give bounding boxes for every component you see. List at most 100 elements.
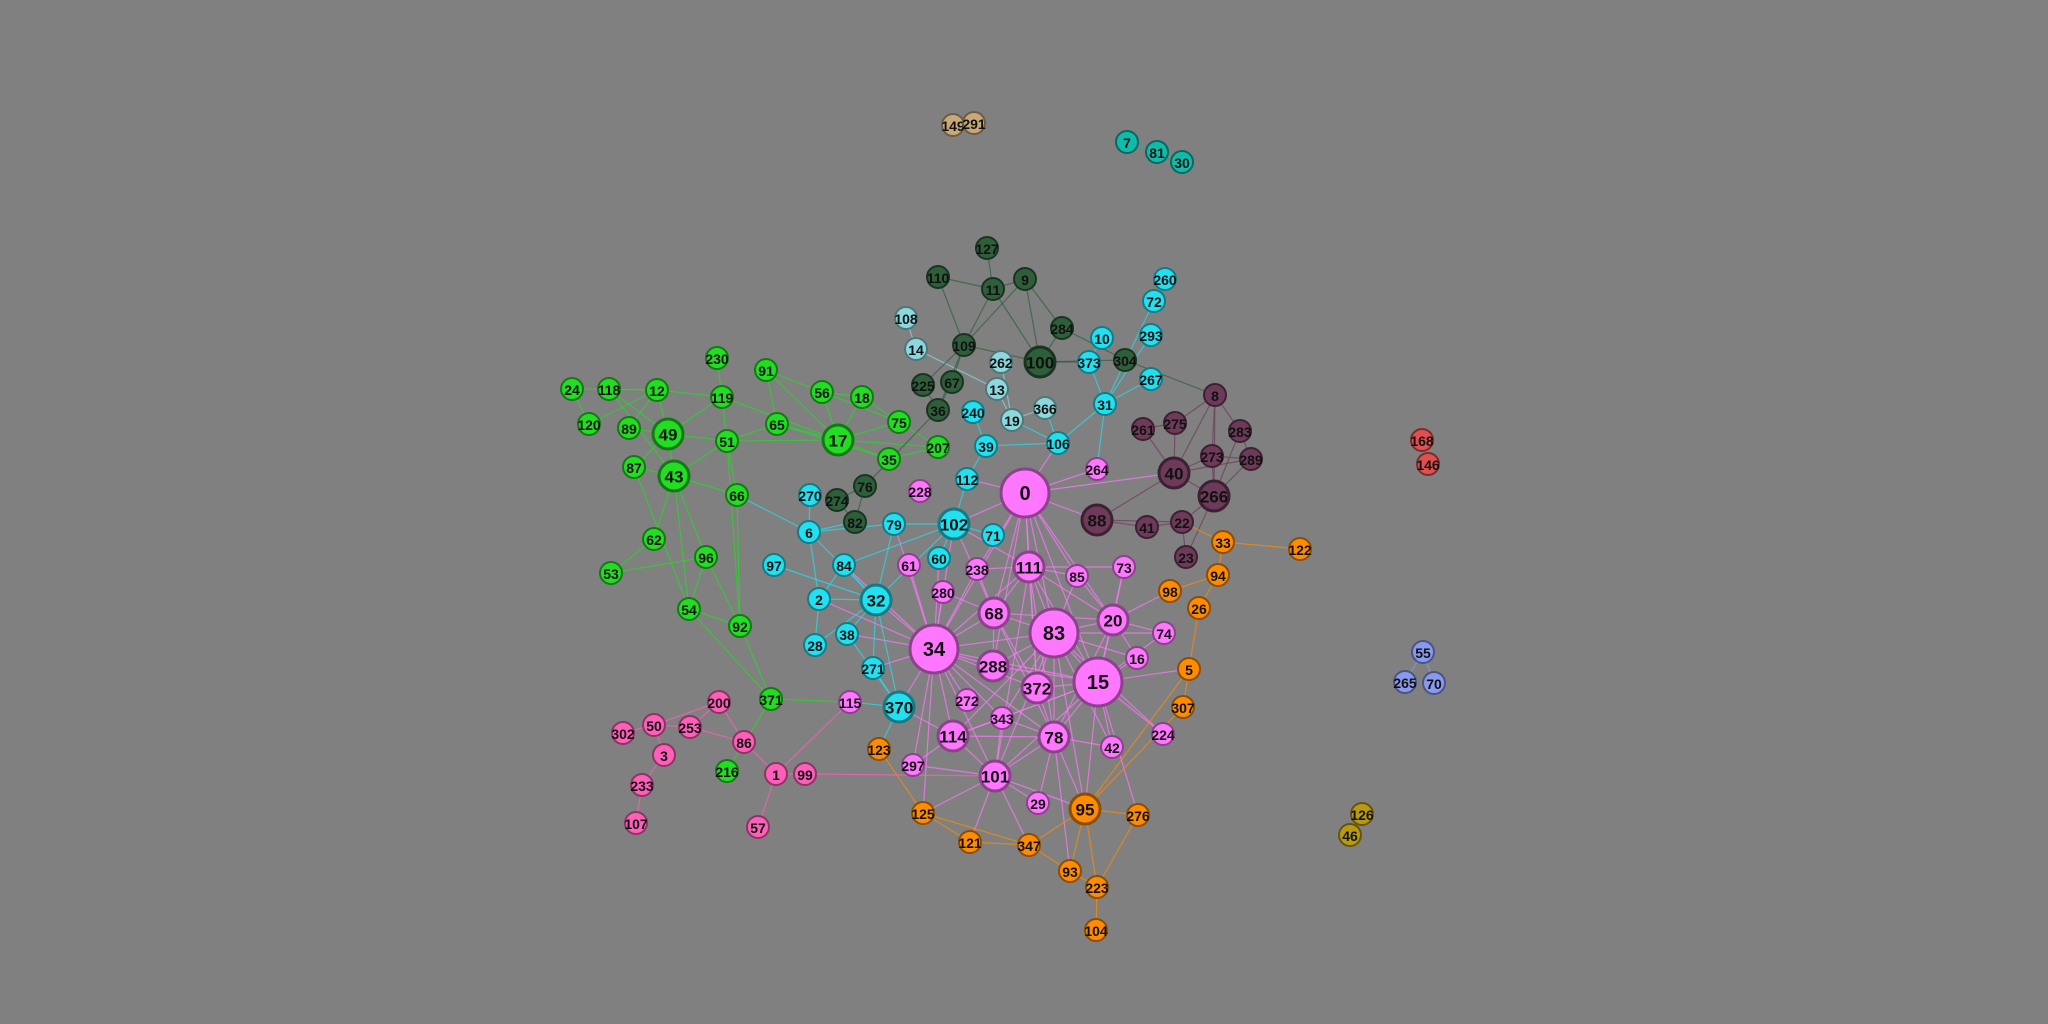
node-225[interactable]: 225 [911,373,935,397]
node-92[interactable]: 92 [728,614,752,638]
node-66[interactable]: 66 [725,483,749,507]
node-17[interactable]: 17 [821,423,855,457]
node-26[interactable]: 26 [1187,596,1211,620]
node-95[interactable]: 95 [1068,792,1102,826]
node-49[interactable]: 49 [651,417,685,451]
node-291[interactable]: 291 [962,111,986,135]
node-73[interactable]: 73 [1112,555,1136,579]
node-111[interactable]: 111 [1012,550,1046,584]
node-260[interactable]: 260 [1153,267,1177,291]
node-86[interactable]: 86 [732,730,756,754]
node-34[interactable]: 34 [908,623,960,675]
node-13[interactable]: 13 [985,377,1009,401]
node-297[interactable]: 297 [901,753,925,777]
node-293[interactable]: 293 [1139,323,1163,347]
node-33[interactable]: 33 [1211,530,1235,554]
node-67[interactable]: 67 [940,370,964,394]
node-274[interactable]: 274 [825,488,849,512]
node-55[interactable]: 55 [1411,640,1435,664]
node-104[interactable]: 104 [1084,918,1108,942]
node-228[interactable]: 228 [908,479,932,503]
node-3[interactable]: 3 [652,743,676,767]
node-275[interactable]: 275 [1163,411,1187,435]
node-70[interactable]: 70 [1422,671,1446,695]
node-7[interactable]: 7 [1115,130,1139,154]
node-24[interactable]: 24 [560,377,584,401]
node-74[interactable]: 74 [1152,621,1176,645]
node-230[interactable]: 230 [705,346,729,370]
node-307[interactable]: 307 [1171,695,1195,719]
node-168[interactable]: 168 [1410,428,1434,452]
node-32[interactable]: 32 [859,583,893,617]
node-75[interactable]: 75 [887,410,911,434]
node-81[interactable]: 81 [1145,140,1169,164]
node-233[interactable]: 233 [630,773,654,797]
node-91[interactable]: 91 [754,358,778,382]
node-53[interactable]: 53 [599,561,623,585]
node-20[interactable]: 20 [1096,603,1130,637]
node-123[interactable]: 123 [867,737,891,761]
node-14[interactable]: 14 [904,337,928,361]
node-146[interactable]: 146 [1416,452,1440,476]
node-262[interactable]: 262 [989,350,1013,374]
node-5[interactable]: 5 [1177,657,1201,681]
node-79[interactable]: 79 [882,512,906,536]
node-267[interactable]: 267 [1139,367,1163,391]
node-372[interactable]: 372 [1020,671,1054,705]
node-114[interactable]: 114 [936,719,970,753]
node-289[interactable]: 289 [1239,447,1263,471]
node-304[interactable]: 304 [1113,348,1137,372]
node-100[interactable]: 100 [1023,345,1057,379]
node-39[interactable]: 39 [974,434,998,458]
node-283[interactable]: 283 [1228,419,1252,443]
node-88[interactable]: 88 [1080,503,1114,537]
node-71[interactable]: 71 [981,523,1005,547]
node-370[interactable]: 370 [882,690,916,724]
node-10[interactable]: 10 [1090,326,1114,350]
node-371[interactable]: 371 [759,687,783,711]
node-22[interactable]: 22 [1170,510,1194,534]
node-224[interactable]: 224 [1151,722,1175,746]
node-120[interactable]: 120 [577,412,601,436]
node-15[interactable]: 15 [1072,656,1124,708]
node-284[interactable]: 284 [1050,316,1074,340]
node-29[interactable]: 29 [1026,791,1050,815]
node-149[interactable]: 149 [941,113,965,137]
node-16[interactable]: 16 [1125,646,1149,670]
node-99[interactable]: 99 [793,762,817,786]
node-0[interactable]: 0 [999,467,1051,519]
node-107[interactable]: 107 [624,811,648,835]
node-240[interactable]: 240 [961,400,985,424]
node-118[interactable]: 118 [597,377,621,401]
node-270[interactable]: 270 [798,483,822,507]
node-110[interactable]: 110 [926,265,950,289]
node-2[interactable]: 2 [807,587,831,611]
node-106[interactable]: 106 [1046,431,1070,455]
node-288[interactable]: 288 [976,649,1010,683]
node-96[interactable]: 96 [694,545,718,569]
node-72[interactable]: 72 [1142,289,1166,313]
node-12[interactable]: 12 [645,378,669,402]
node-84[interactable]: 84 [832,553,856,577]
node-85[interactable]: 85 [1065,564,1089,588]
node-19[interactable]: 19 [1000,408,1024,432]
node-57[interactable]: 57 [746,815,770,839]
node-102[interactable]: 102 [937,507,971,541]
node-373[interactable]: 373 [1077,350,1101,374]
node-276[interactable]: 276 [1126,803,1150,827]
node-266[interactable]: 266 [1197,479,1231,513]
node-68[interactable]: 68 [977,596,1011,630]
node-31[interactable]: 31 [1093,392,1117,416]
node-122[interactable]: 122 [1288,537,1312,561]
node-28[interactable]: 28 [803,633,827,657]
node-261[interactable]: 261 [1131,417,1155,441]
node-51[interactable]: 51 [715,429,739,453]
node-273[interactable]: 273 [1200,444,1224,468]
node-343[interactable]: 343 [990,706,1014,730]
node-119[interactable]: 119 [710,385,734,409]
node-238[interactable]: 238 [965,557,989,581]
node-302[interactable]: 302 [611,721,635,745]
node-347[interactable]: 347 [1017,833,1041,857]
node-78[interactable]: 78 [1037,720,1071,754]
node-98[interactable]: 98 [1158,579,1182,603]
